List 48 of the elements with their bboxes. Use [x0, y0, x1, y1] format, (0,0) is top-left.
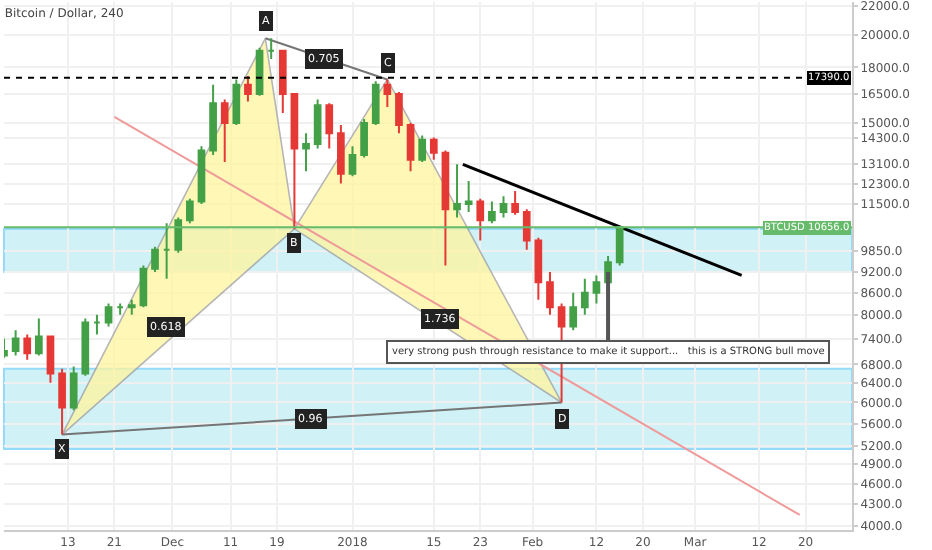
candlestick: [267, 37, 276, 60]
candlestick: [580, 277, 589, 316]
candlestick: [569, 291, 578, 332]
candlestick: [418, 134, 427, 163]
candlestick: [546, 271, 554, 316]
candlestick: [209, 83, 217, 157]
candlestick: [337, 124, 345, 185]
candlestick: [46, 335, 55, 384]
candlestick: [232, 78, 241, 126]
candlestick: [302, 132, 310, 173]
candlestick: [615, 225, 624, 267]
candlestick: [139, 264, 148, 309]
candlestick: [93, 313, 101, 336]
candlestick: [592, 274, 601, 305]
candlestick: [464, 180, 473, 214]
candlestick: [453, 163, 461, 219]
candlestick: [534, 236, 543, 301]
candlestick: [162, 222, 171, 280]
candlestick: [290, 92, 299, 230]
candlestick: [511, 190, 519, 216]
candlestick: [348, 145, 357, 178]
candlestick: [35, 317, 43, 357]
candlestick: [186, 197, 194, 225]
candlestick: [116, 302, 125, 316]
candlestick: [58, 367, 66, 436]
candlestick: [488, 200, 496, 225]
candlestick: [360, 117, 368, 159]
candlestick: [441, 149, 450, 267]
candlestick: [499, 195, 508, 219]
candlestick: [127, 298, 136, 316]
candlestick: [371, 80, 380, 126]
candlestick: [23, 333, 32, 361]
candlestick: [406, 121, 415, 173]
candlestick: [278, 49, 287, 114]
candlestick: [325, 102, 334, 150]
candlestick: [11, 329, 20, 357]
candlestick: [220, 98, 229, 163]
candlestick: [151, 245, 159, 274]
candlestick: [476, 197, 485, 242]
candlestick: [395, 91, 403, 135]
candlestick: [522, 208, 531, 251]
candlestick: [244, 74, 252, 103]
candlestick: [313, 98, 322, 150]
candlestick: [104, 302, 113, 328]
candlestick: [383, 78, 392, 109]
candlestick: [174, 216, 183, 254]
candlestick: [429, 136, 438, 161]
candlestick: [197, 145, 206, 206]
